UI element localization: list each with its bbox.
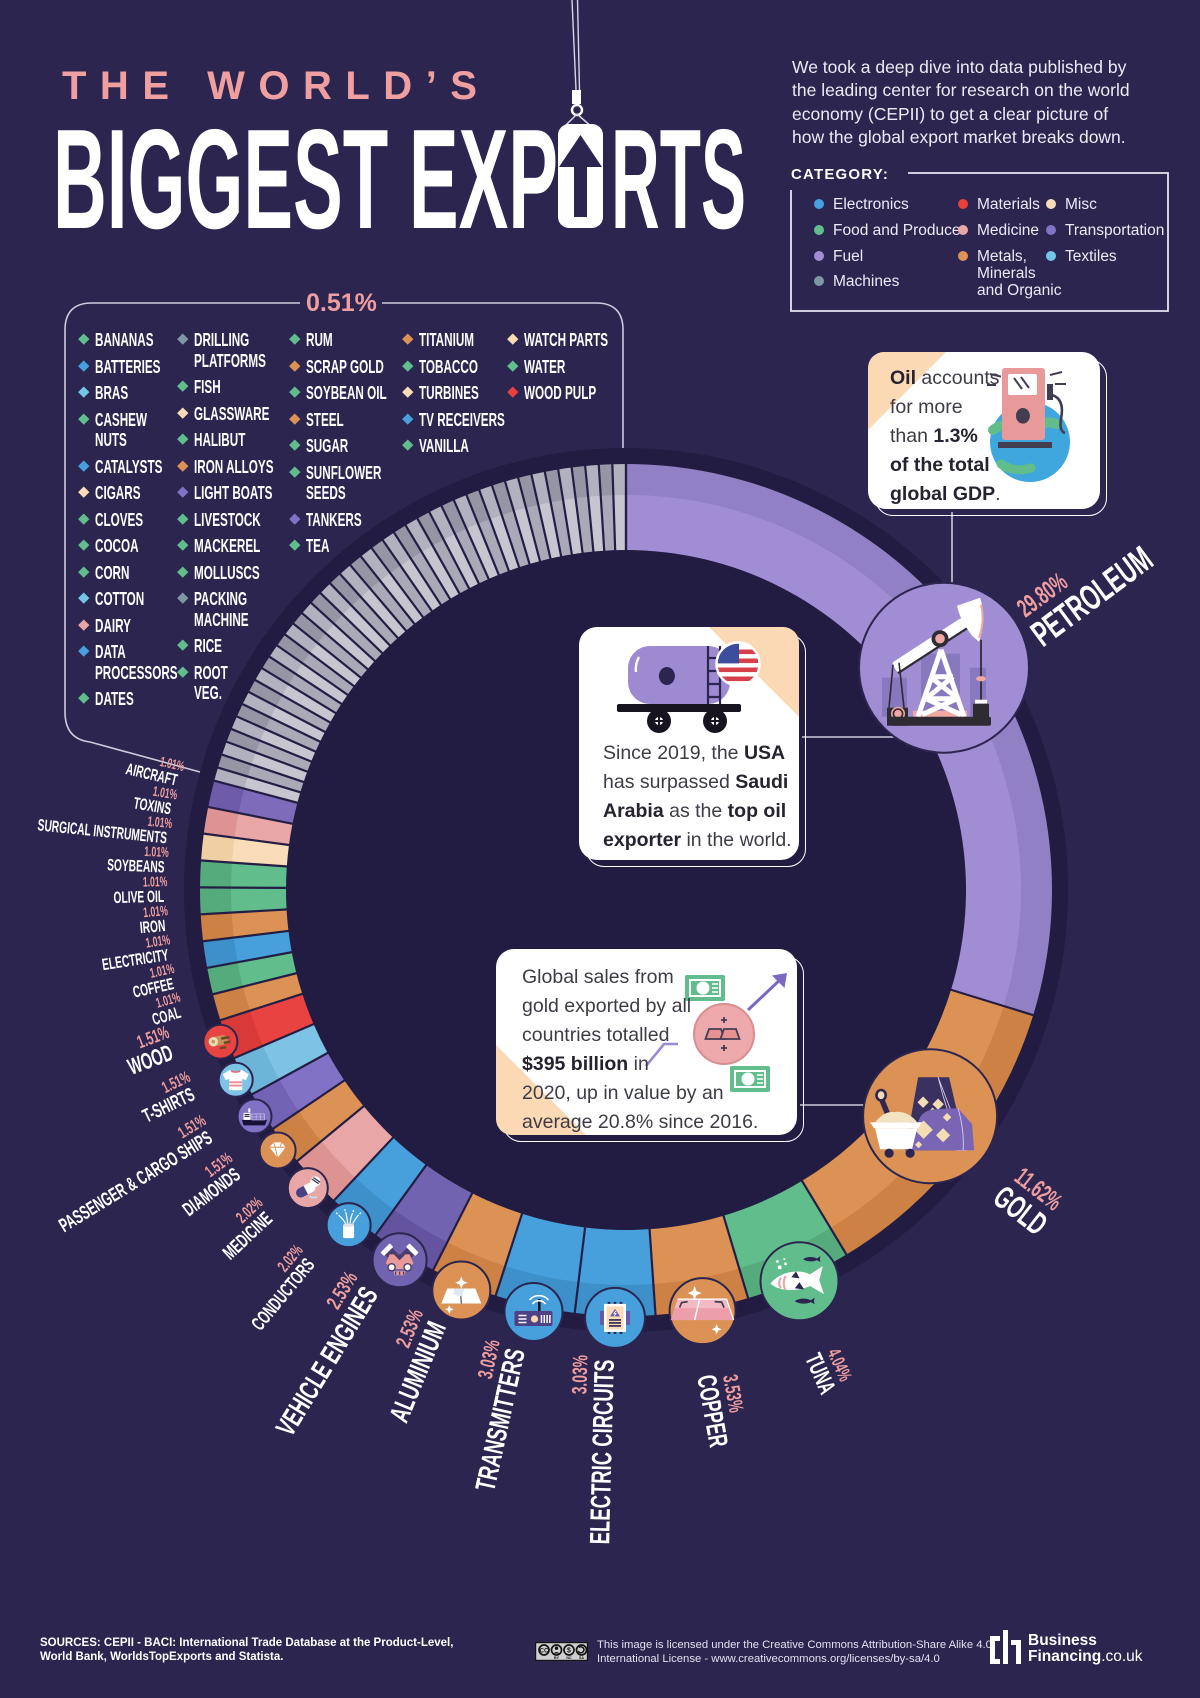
svg-text:1.01%: 1.01% (143, 903, 169, 921)
svg-text:ELECTRIC CIRCUITS: ELECTRIC CIRCUITS (585, 1359, 621, 1545)
svg-text:SA: SA (579, 1656, 584, 1660)
svg-text:IRON: IRON (139, 917, 166, 937)
svg-text:1.01%: 1.01% (147, 814, 174, 832)
svg-text:CC: CC (540, 1649, 549, 1655)
svg-text:SOYBEANS: SOYBEANS (107, 856, 165, 876)
svg-text:1.01%: 1.01% (144, 932, 171, 951)
svg-text:1.01%: 1.01% (152, 784, 179, 804)
svg-text:3.03%: 3.03% (568, 1355, 593, 1395)
svg-text:OLIVE OIL: OLIVE OIL (113, 887, 164, 906)
svg-text:1.01%: 1.01% (143, 874, 168, 890)
svg-text:TOXINS: TOXINS (132, 794, 172, 818)
svg-text:BIGGEST EXP: BIGGEST EXP (53, 100, 558, 259)
svg-text:1.01%: 1.01% (158, 754, 186, 775)
svg-text:1.01%: 1.01% (154, 989, 182, 1011)
svg-text:RTS: RTS (611, 100, 746, 259)
svg-text:1.01%: 1.01% (148, 961, 176, 982)
svg-text:NC: NC (566, 1656, 572, 1660)
svg-text:$: $ (567, 1648, 571, 1655)
svg-text:1.01%: 1.01% (144, 844, 170, 861)
svg-text:BY: BY (554, 1656, 560, 1660)
